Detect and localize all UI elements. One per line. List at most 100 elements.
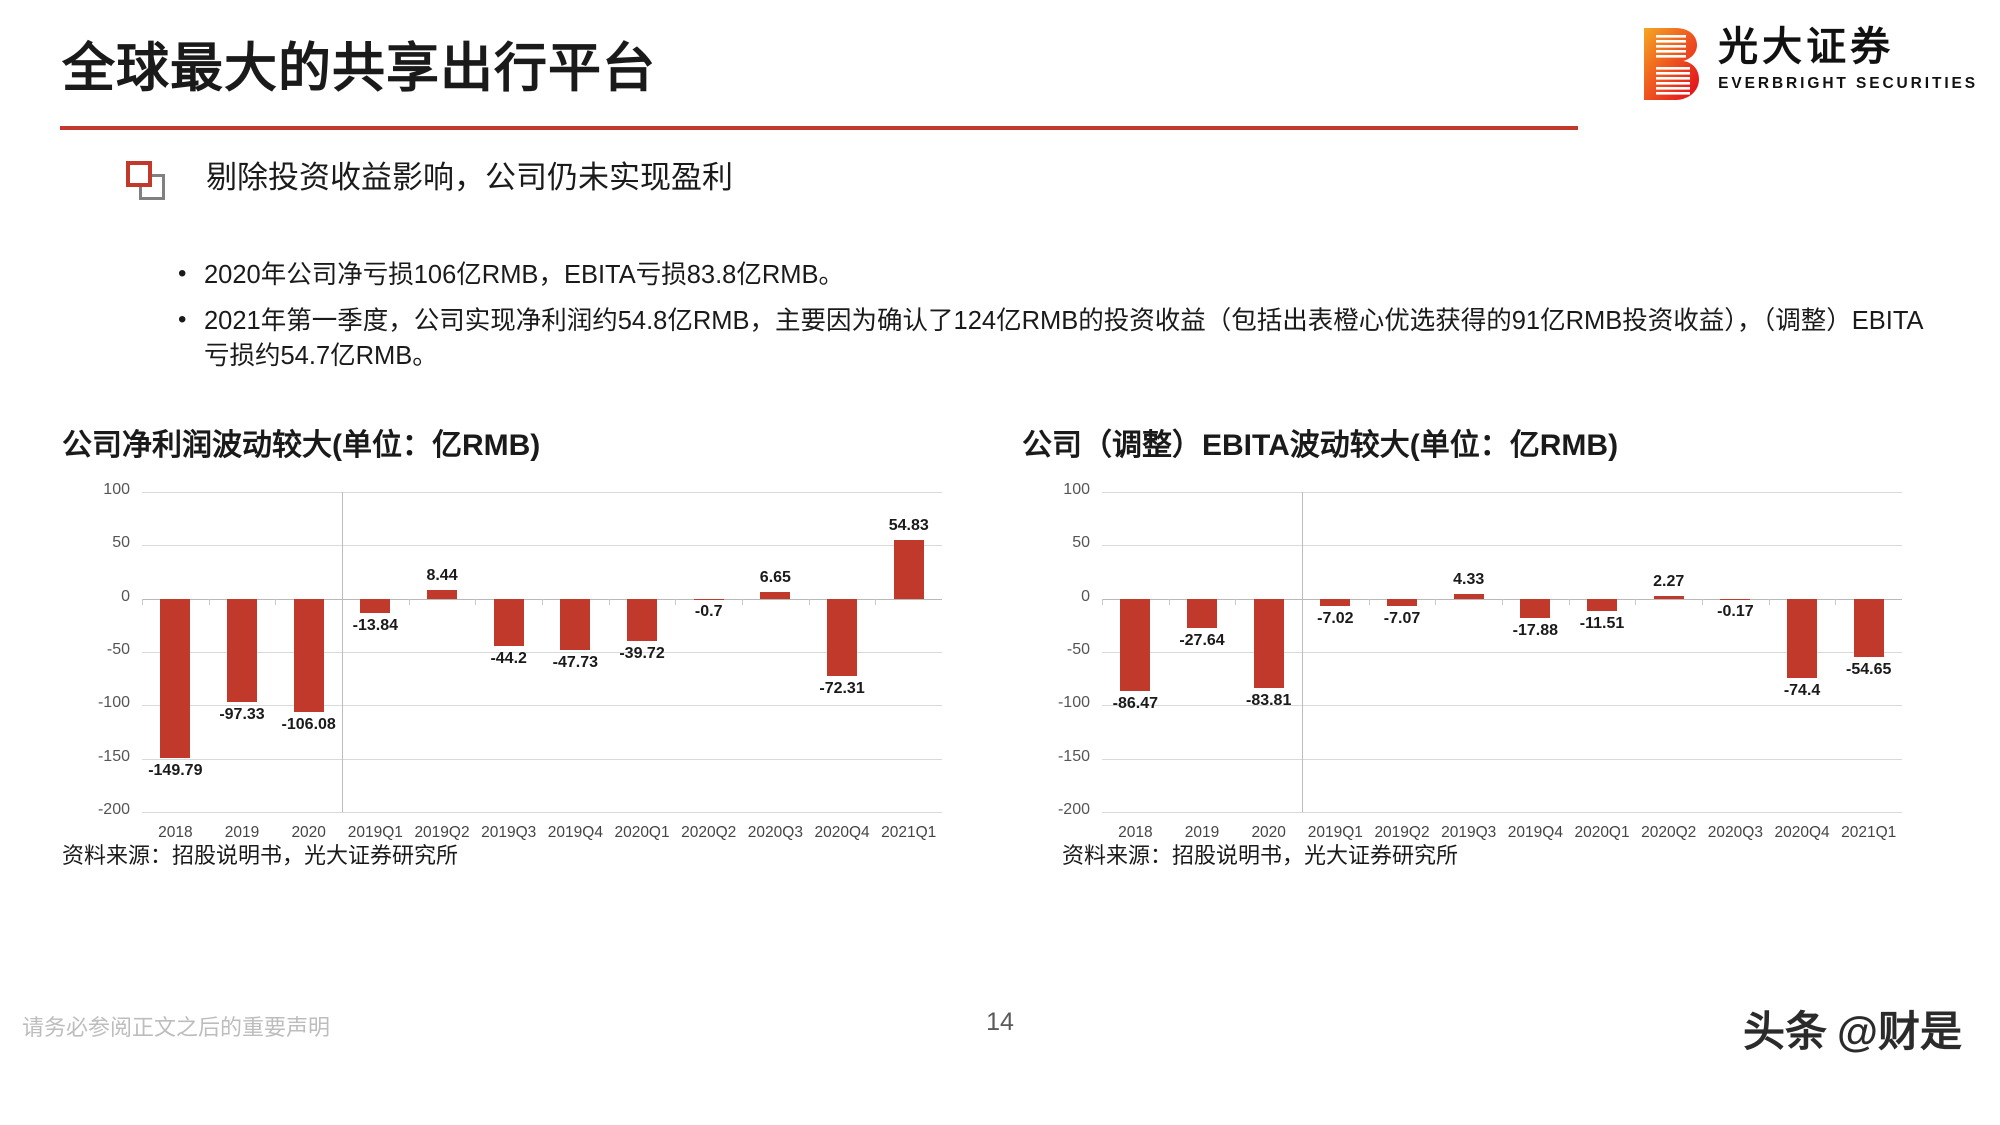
x-tick xyxy=(1702,598,1704,605)
x-tick xyxy=(475,598,477,605)
bar-value-label: -0.17 xyxy=(1717,602,1754,620)
y-tick-label: 50 xyxy=(1072,534,1090,552)
bar xyxy=(1853,598,1884,657)
bar xyxy=(160,598,191,759)
source-note-right: 资料来源：招股说明书，光大证券研究所 xyxy=(1062,843,1459,868)
bar-item[interactable]: 6.65 xyxy=(742,492,809,812)
zero-axis-line xyxy=(142,598,942,600)
x-axis-tick-label: 2019Q1 xyxy=(347,824,403,841)
bar xyxy=(427,589,458,599)
bar-value-label: -74.4 xyxy=(1783,682,1821,700)
x-axis-tick-label: 2019 xyxy=(1184,824,1220,841)
bar-item[interactable]: -72.31 xyxy=(808,492,876,812)
watermark-brand: 头条 xyxy=(1743,1008,1828,1055)
y-tick-label: -150 xyxy=(1057,747,1090,765)
bar-item[interactable]: -39.72 xyxy=(608,492,676,812)
watermark-handle: @财是 xyxy=(1837,1008,1962,1055)
bar-item[interactable]: -11.51 xyxy=(1568,492,1636,812)
bar-item[interactable]: -0.7 xyxy=(675,492,742,812)
bar xyxy=(293,598,324,712)
bar xyxy=(893,540,924,599)
x-tick xyxy=(408,598,410,605)
bar-item[interactable]: -47.73 xyxy=(542,492,609,812)
chart-panel-adjusted-ebita: 公司（调整）EBITA波动较大(单位：亿RMB) 100 50 0 -50 -100 -1… xyxy=(1022,420,1922,842)
x-tick xyxy=(675,598,677,605)
bullet-dot-icon: • xyxy=(178,306,187,334)
bar-value-label: -86.47 xyxy=(1112,694,1159,712)
bar-item[interactable]: 4.33 xyxy=(1435,492,1502,812)
bar-item[interactable]: -74.4 xyxy=(1768,492,1836,812)
bar xyxy=(1253,598,1284,689)
x-axis-tick-label: 2019Q2 xyxy=(414,824,470,841)
x-tick xyxy=(542,598,544,605)
x-axis-tick-label: 2020Q2 xyxy=(1641,824,1697,841)
y-gridline: 100 xyxy=(1063,481,1902,498)
y-gridline: 50 xyxy=(1072,534,1902,551)
bar-item[interactable]: -17.88 xyxy=(1502,492,1569,812)
lead-heading-text: 剔除投资收益影响，公司仍未实现盈利 xyxy=(206,160,733,195)
bar-item[interactable]: 8.44 xyxy=(408,492,476,812)
bar-value-label: -97.33 xyxy=(219,706,265,724)
x-tick xyxy=(208,598,210,605)
bar xyxy=(227,598,257,703)
y-tick-label: -200 xyxy=(1057,801,1090,818)
bar-value-label: -47.73 xyxy=(552,653,599,671)
y-tick-label: 100 xyxy=(103,481,130,498)
y-gridline: -100 xyxy=(1058,694,1902,711)
x-axis-tick-label: 2019Q3 xyxy=(481,824,537,841)
logo-text-chinese: 光大证券 xyxy=(1718,25,1895,69)
bar-item[interactable]: -44.2 xyxy=(475,492,542,812)
x-axis-tick-label: 2019Q2 xyxy=(1374,824,1430,841)
y-tick-label: -200 xyxy=(97,801,130,818)
x-tick xyxy=(1635,598,1637,605)
x-axis-tick-label: 2020 xyxy=(1251,824,1286,841)
bar-value-label: 2.27 xyxy=(1653,573,1685,591)
x-axis-tick-label: 2019Q3 xyxy=(1441,824,1497,841)
y-tick-label: -100 xyxy=(1057,694,1090,712)
everbright-b-icon xyxy=(1642,26,1700,102)
bar-value-label: -7.07 xyxy=(1383,610,1421,628)
y-gridline: 50 xyxy=(112,534,942,551)
bar-value-label: -149.79 xyxy=(148,762,203,780)
y-gridline: -50 xyxy=(1067,641,1902,658)
x-tick xyxy=(142,598,143,605)
group-separator-line xyxy=(342,492,343,812)
bar-value-label: -72.31 xyxy=(819,679,865,697)
bar-item[interactable]: -106.08 xyxy=(275,492,342,812)
bar-item[interactable]: 54.83 xyxy=(875,492,942,812)
bar-value-label: -17.88 xyxy=(1512,621,1559,639)
bar-item[interactable]: -0.17 xyxy=(1702,492,1769,812)
bar-value-label: -83.81 xyxy=(1245,692,1292,710)
y-tick-label: -100 xyxy=(97,694,130,712)
bar-item[interactable]: -83.81 xyxy=(1235,492,1302,812)
y-tick-label: -50 xyxy=(1066,641,1090,658)
slide-header: 全球最大的共享出行平台 xyxy=(0,0,2000,140)
bar xyxy=(1653,596,1684,599)
bar-item[interactable]: -7.02 xyxy=(1302,492,1369,812)
group-separator-line xyxy=(1302,492,1303,812)
y-gridline: 100 xyxy=(103,481,942,498)
bar-chart-adjusted-ebita: 100 50 0 -50 -100 -150 -200 -86.47 -27.64 -83.81-… xyxy=(1022,481,1922,842)
lead-heading-row: 剔除投资收益影响，公司仍未实现盈利 xyxy=(126,152,733,201)
bar-item[interactable]: -97.33 xyxy=(208,492,276,812)
y-tick-label: -150 xyxy=(97,747,130,765)
bar-item[interactable]: -27.64 xyxy=(1168,492,1236,812)
x-tick xyxy=(808,598,810,605)
bar-item[interactable]: -7.07 xyxy=(1368,492,1436,812)
list-item: • 2020年公司净亏损106亿RMB，EBITA亏损83.8亿RMB。 xyxy=(178,258,1938,292)
y-tick-label: -50 xyxy=(106,641,130,658)
bar-value-label: -106.08 xyxy=(281,715,336,733)
bar-item[interactable]: -149.79 xyxy=(142,492,209,812)
x-axis-labels: 2018 2019 2020 2019Q1 2019Q2 2019Q3 2019Q4 2020… xyxy=(142,824,942,842)
bar-item[interactable]: -13.84 xyxy=(342,492,409,812)
bar-item[interactable]: -54.65 xyxy=(1835,492,1902,812)
y-gridline: -200 xyxy=(1058,801,1902,818)
bar-item[interactable]: 2.27 xyxy=(1635,492,1702,812)
bar-value-label: 6.65 xyxy=(759,568,791,586)
bar-value-label: 4.33 xyxy=(1453,571,1485,589)
chart-title: 公司（调整）EBITA波动较大(单位：亿RMB) xyxy=(1022,429,1619,462)
x-axis-tick-label: 2021Q1 xyxy=(881,824,937,841)
page-number: 14 xyxy=(986,1008,1014,1036)
bar-chart-net-profit: 100 50 0 -50 -100 -150 -200 -149.79 -97.33 -106.0… xyxy=(62,481,962,842)
bar-item[interactable]: -86.47 xyxy=(1102,492,1169,812)
